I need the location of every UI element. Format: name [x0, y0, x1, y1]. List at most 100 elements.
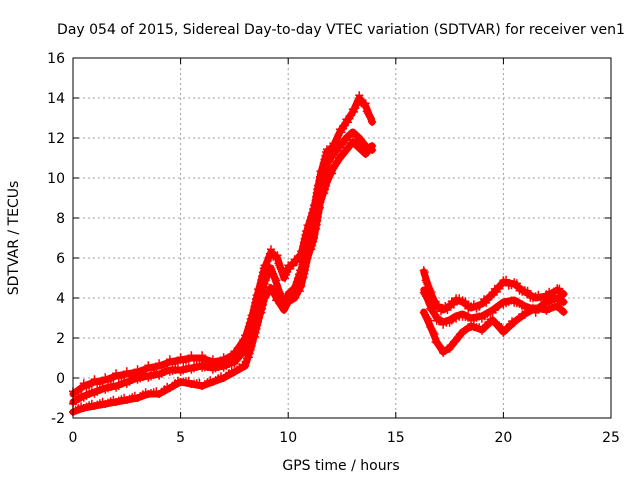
plot-frame [72, 57, 612, 419]
data-point [245, 349, 254, 358]
data-point [359, 139, 368, 148]
data-point [112, 369, 121, 378]
data-point [281, 302, 290, 311]
x-tick-label: 5 [176, 430, 185, 446]
data-point [252, 324, 261, 333]
x-tick-label: 25 [602, 430, 620, 446]
data-point [254, 318, 263, 326]
series-track-c [69, 138, 377, 416]
data-point [475, 302, 484, 311]
data-point [559, 308, 568, 316]
data-point [502, 275, 511, 284]
data-point [461, 297, 470, 306]
data-point [559, 298, 568, 306]
data-point [424, 295, 433, 304]
data-point [243, 354, 252, 363]
data-point [321, 185, 330, 194]
series-track-a [69, 91, 377, 399]
data-point [328, 169, 337, 178]
data-point [351, 104, 360, 113]
data-point [361, 99, 370, 108]
data-point [350, 107, 359, 116]
data-point [198, 351, 207, 360]
data-point [176, 353, 185, 362]
data-point [435, 342, 444, 351]
data-point [101, 373, 110, 382]
y-tick-label: 4 [56, 291, 65, 307]
data-point [429, 328, 438, 337]
data-point [365, 112, 374, 121]
data-point [423, 314, 432, 323]
data-point [523, 286, 532, 295]
data-point [251, 328, 260, 337]
data-point [257, 308, 266, 317]
chart-title: Day 054 of 2015, Sidereal Day-to-day VTE… [57, 22, 625, 38]
data-point [165, 355, 174, 364]
data-point [273, 251, 282, 260]
data-point [425, 297, 434, 306]
data-point [320, 189, 329, 198]
data-point [208, 355, 217, 364]
y-axis-label: SDTVAR / TECUs [6, 181, 22, 296]
data-point [441, 301, 450, 310]
data-point [266, 245, 275, 254]
data-point [486, 292, 495, 301]
data-point [261, 276, 270, 285]
data-point [512, 279, 521, 288]
data-point [303, 254, 312, 262]
data-point [420, 268, 429, 277]
data-point [288, 261, 297, 270]
data-point [352, 100, 361, 109]
y-tick-label: 12 [47, 131, 65, 147]
data-point [318, 190, 327, 199]
data-point [317, 194, 326, 203]
data-point [497, 281, 506, 290]
data-point [305, 246, 314, 255]
y-tick-label: 14 [47, 91, 65, 107]
data-point [120, 371, 129, 380]
x-tick-label: 10 [279, 430, 297, 446]
data-point [518, 300, 527, 309]
data-layer [69, 91, 568, 416]
y-tick-label: 2 [56, 331, 65, 347]
data-point [430, 309, 439, 318]
data-point [184, 355, 193, 364]
data-point [534, 290, 543, 299]
data-point [90, 375, 99, 384]
data-point [244, 353, 253, 362]
data-point [173, 357, 182, 366]
data-point [242, 358, 251, 367]
data-point [263, 272, 272, 281]
data-point [246, 345, 255, 354]
y-tick-label: -2 [51, 411, 65, 427]
data-point [250, 332, 259, 341]
data-point [258, 304, 267, 313]
data-point [279, 306, 288, 314]
data-point [307, 245, 316, 254]
data-point [270, 288, 279, 297]
data-point [254, 314, 263, 323]
data-point [187, 351, 196, 360]
data-point [316, 198, 325, 206]
data-point [368, 118, 377, 126]
x-axis-label: GPS time / hours [282, 458, 399, 474]
data-point [309, 237, 318, 246]
data-point [443, 306, 452, 315]
data-point [249, 334, 258, 343]
data-point [449, 300, 458, 309]
data-point [427, 288, 436, 297]
data-point [258, 300, 267, 309]
data-point [248, 338, 257, 347]
data-point [122, 367, 131, 376]
x-tick-label: 20 [494, 430, 512, 446]
data-point [272, 276, 281, 285]
data-point [469, 300, 478, 309]
data-point [79, 379, 88, 388]
series-band [69, 94, 376, 398]
y-tick-label: 10 [47, 171, 65, 187]
data-point [355, 91, 364, 100]
data-point [308, 241, 317, 250]
series-track-f [419, 301, 568, 357]
data-point [269, 287, 278, 295]
